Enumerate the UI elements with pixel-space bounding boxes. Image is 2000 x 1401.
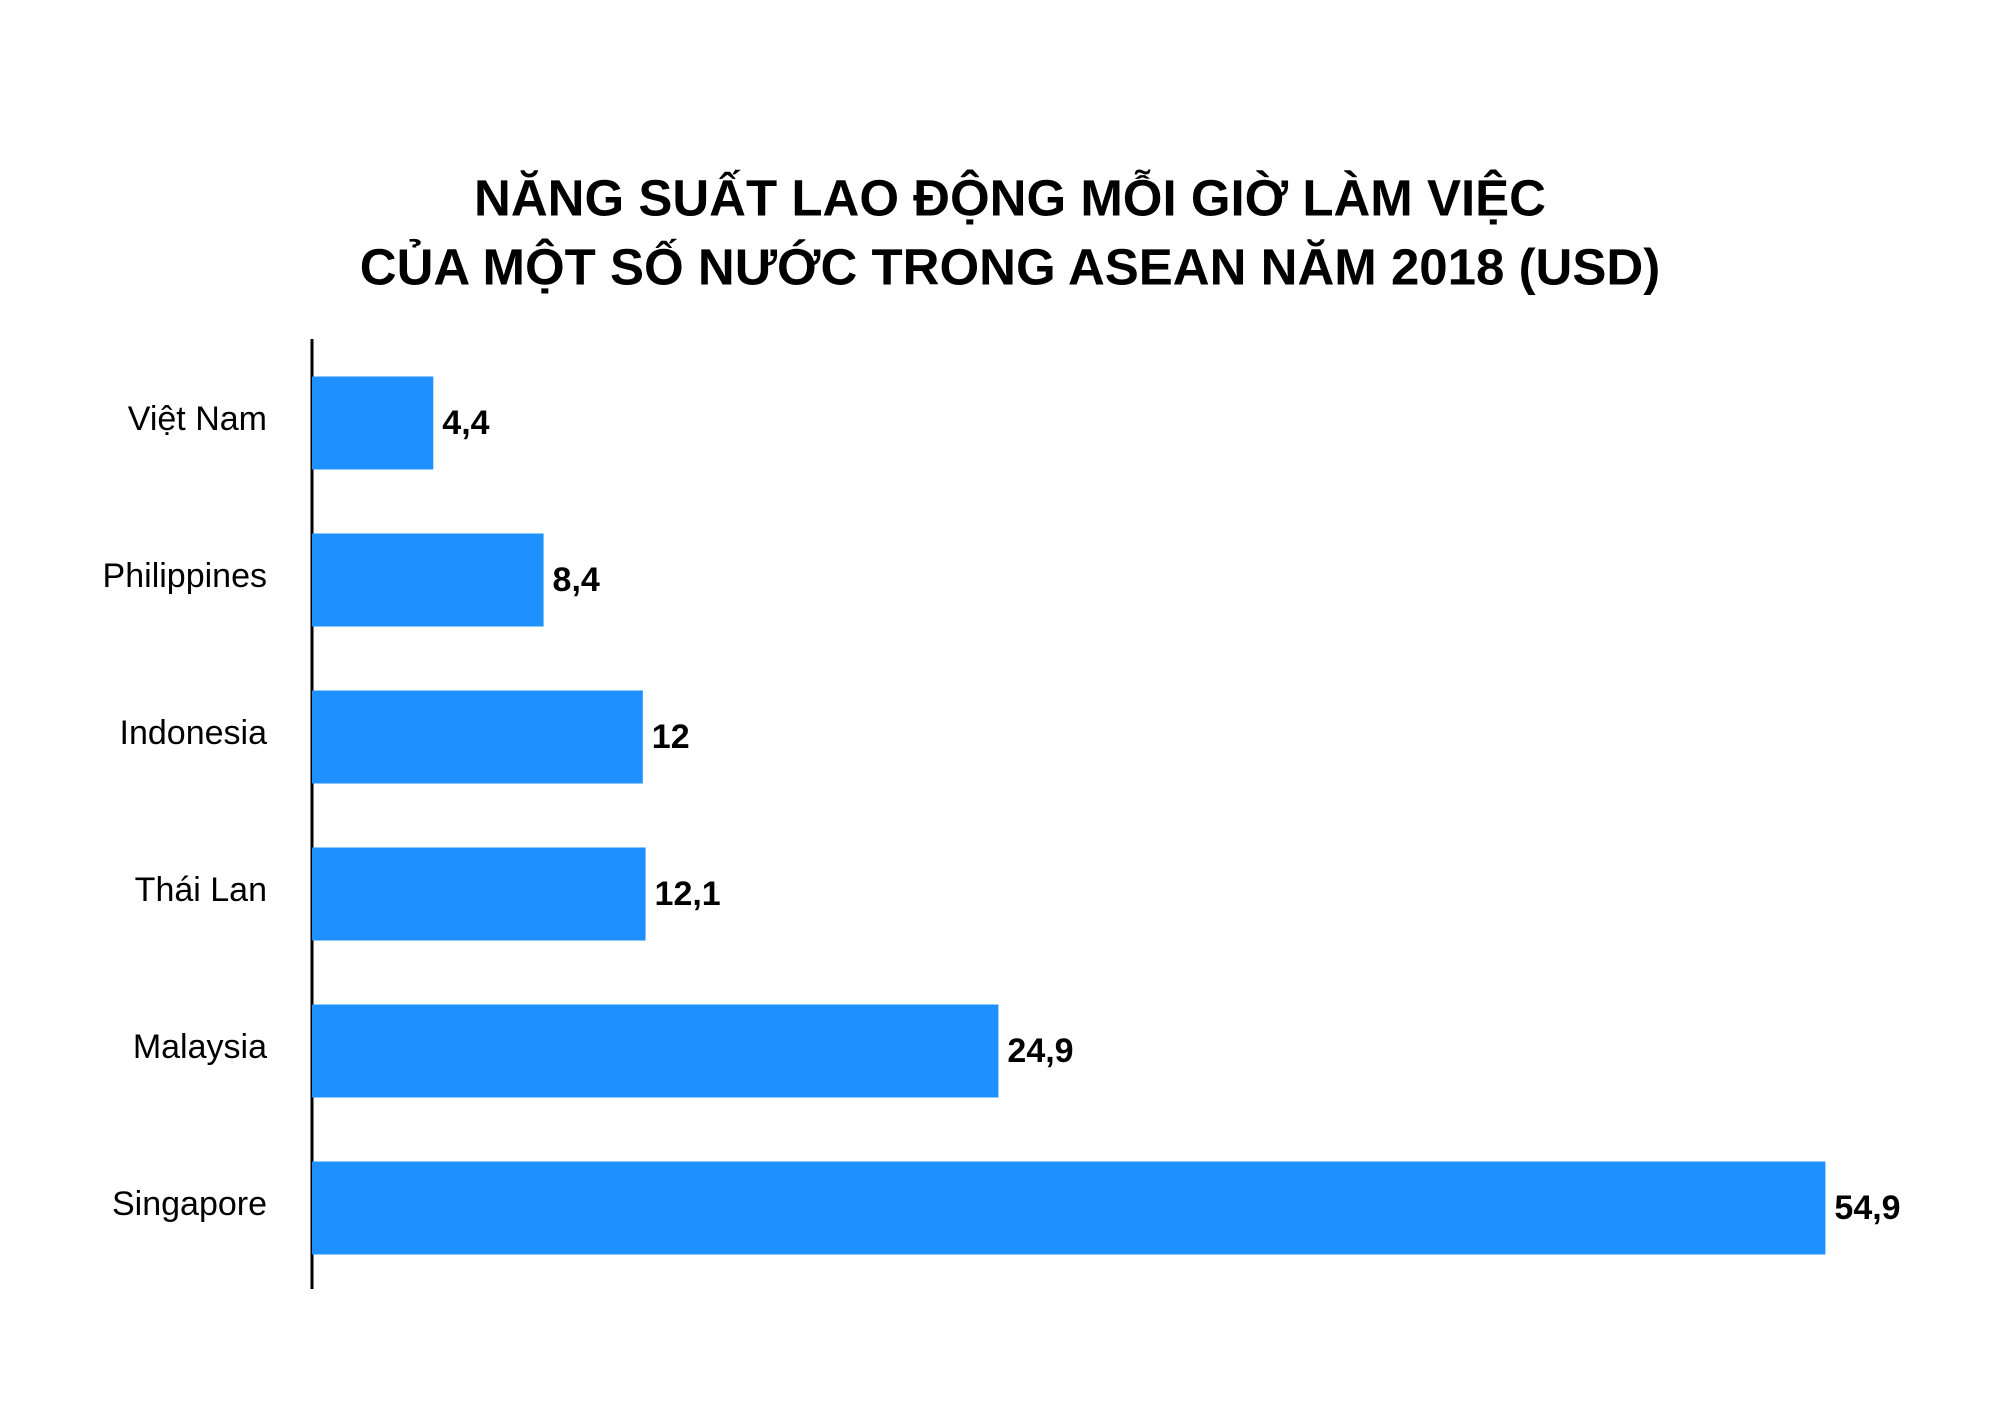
bar: [312, 690, 643, 784]
bar: [312, 376, 434, 470]
value-label: 4,4: [442, 404, 489, 442]
bar: [312, 533, 544, 627]
chart-title: CỦA MỘT SỐ NƯỚC TRONG ASEAN NĂM 2018 (US…: [360, 237, 1660, 295]
y-tick-label: Thái Lan: [135, 871, 267, 909]
value-label: 54,9: [1834, 1189, 1900, 1227]
bar: [312, 1161, 1826, 1255]
value-label: 12,1: [655, 875, 721, 913]
bar: [312, 1004, 999, 1098]
y-tick-label: Philippines: [103, 557, 267, 595]
y-tick-label: Malaysia: [133, 1028, 267, 1066]
value-label: 8,4: [553, 561, 600, 599]
chart-title: NĂNG SUẤT LAO ĐỘNG MỖI GIỜ LÀM VIỆC: [474, 168, 1546, 226]
value-label: 24,9: [1007, 1032, 1073, 1070]
value-label: 12: [652, 718, 690, 756]
y-tick-label: Indonesia: [120, 714, 268, 752]
bar: [312, 847, 646, 941]
y-tick-label: Việt Nam: [128, 400, 267, 438]
y-tick-label: Singapore: [112, 1185, 267, 1223]
